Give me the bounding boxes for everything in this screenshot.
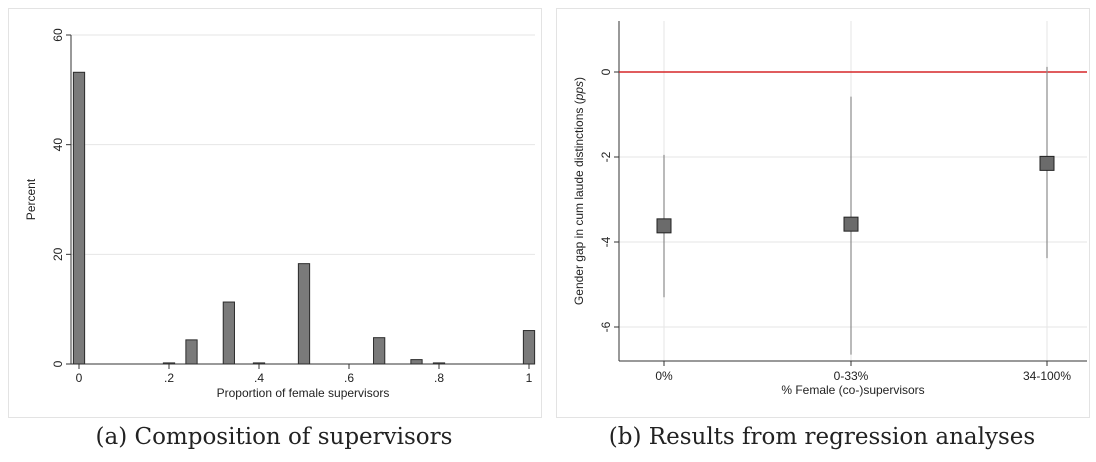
- y-axis-title: Percent: [24, 178, 38, 220]
- y-tick-label: 20: [51, 247, 65, 261]
- x-tick-label: 0%: [655, 369, 673, 383]
- histogram-chart: 0 20 40 60 0 .2 .4 .6 .8 1 Proportion of female su…: [24, 28, 536, 400]
- x-tick-label: 34-100%: [1023, 369, 1071, 383]
- point-estimate: [1039, 155, 1055, 171]
- histogram-bar: [432, 362, 446, 365]
- histogram-bar: [373, 337, 386, 365]
- point-estimate: [656, 218, 672, 234]
- histogram-bar: [297, 263, 311, 365]
- histogram-bar: [185, 339, 198, 365]
- histogram-bar: [72, 71, 86, 365]
- y-tick-label: -6: [599, 321, 613, 332]
- y-axis-title-prefix: Gender gap in cum laude distinctions (: [572, 100, 586, 305]
- y-tick-label: -2: [599, 151, 613, 162]
- y-axis-title-suffix: ): [572, 77, 586, 81]
- histogram-bar: [162, 362, 176, 365]
- caption-regression: (b) Results from regression analyses: [608, 424, 1036, 450]
- x-tick-label: .4: [254, 371, 264, 385]
- y-axis-title-unit: pps: [572, 81, 586, 101]
- x-tick-label: .8: [434, 371, 444, 385]
- y-tick-label: 0: [599, 68, 613, 75]
- x-tick-label: 0: [76, 371, 83, 385]
- x-axis-title: % Female (co-)supervisors: [781, 383, 924, 397]
- histogram-bar: [522, 330, 536, 365]
- y-tick-label: 0: [51, 360, 65, 367]
- x-tick-label: 0-33%: [834, 369, 869, 383]
- x-tick-label: .6: [344, 371, 354, 385]
- point-estimate: [843, 216, 859, 232]
- caption-composition: (a) Composition of supervisors: [95, 424, 453, 450]
- y-axis-title: Gender gap in cum laude distinctions (pp…: [572, 77, 586, 305]
- histogram-panel: 0 20 40 60 0 .2 .4 .6 .8 1 Proportion of female su…: [8, 8, 542, 418]
- y-tick-label: 40: [51, 138, 65, 152]
- x-axis-title: Proportion of female supervisors: [217, 386, 390, 400]
- regression-chart: 0 -2 -4 -6 0% 0-33% 34-100% % Female (co-)super…: [572, 21, 1087, 397]
- regression-panel: 0 -2 -4 -6 0% 0-33% 34-100% % Female (co-)super…: [556, 8, 1090, 418]
- histogram-bar: [222, 301, 235, 365]
- histogram-bar: [252, 362, 266, 365]
- y-tick-label: 60: [51, 28, 65, 42]
- x-tick-label: .2: [164, 371, 174, 385]
- histogram-bar: [410, 359, 423, 365]
- y-tick-label: -4: [599, 236, 613, 247]
- x-tick-label: 1: [526, 371, 533, 385]
